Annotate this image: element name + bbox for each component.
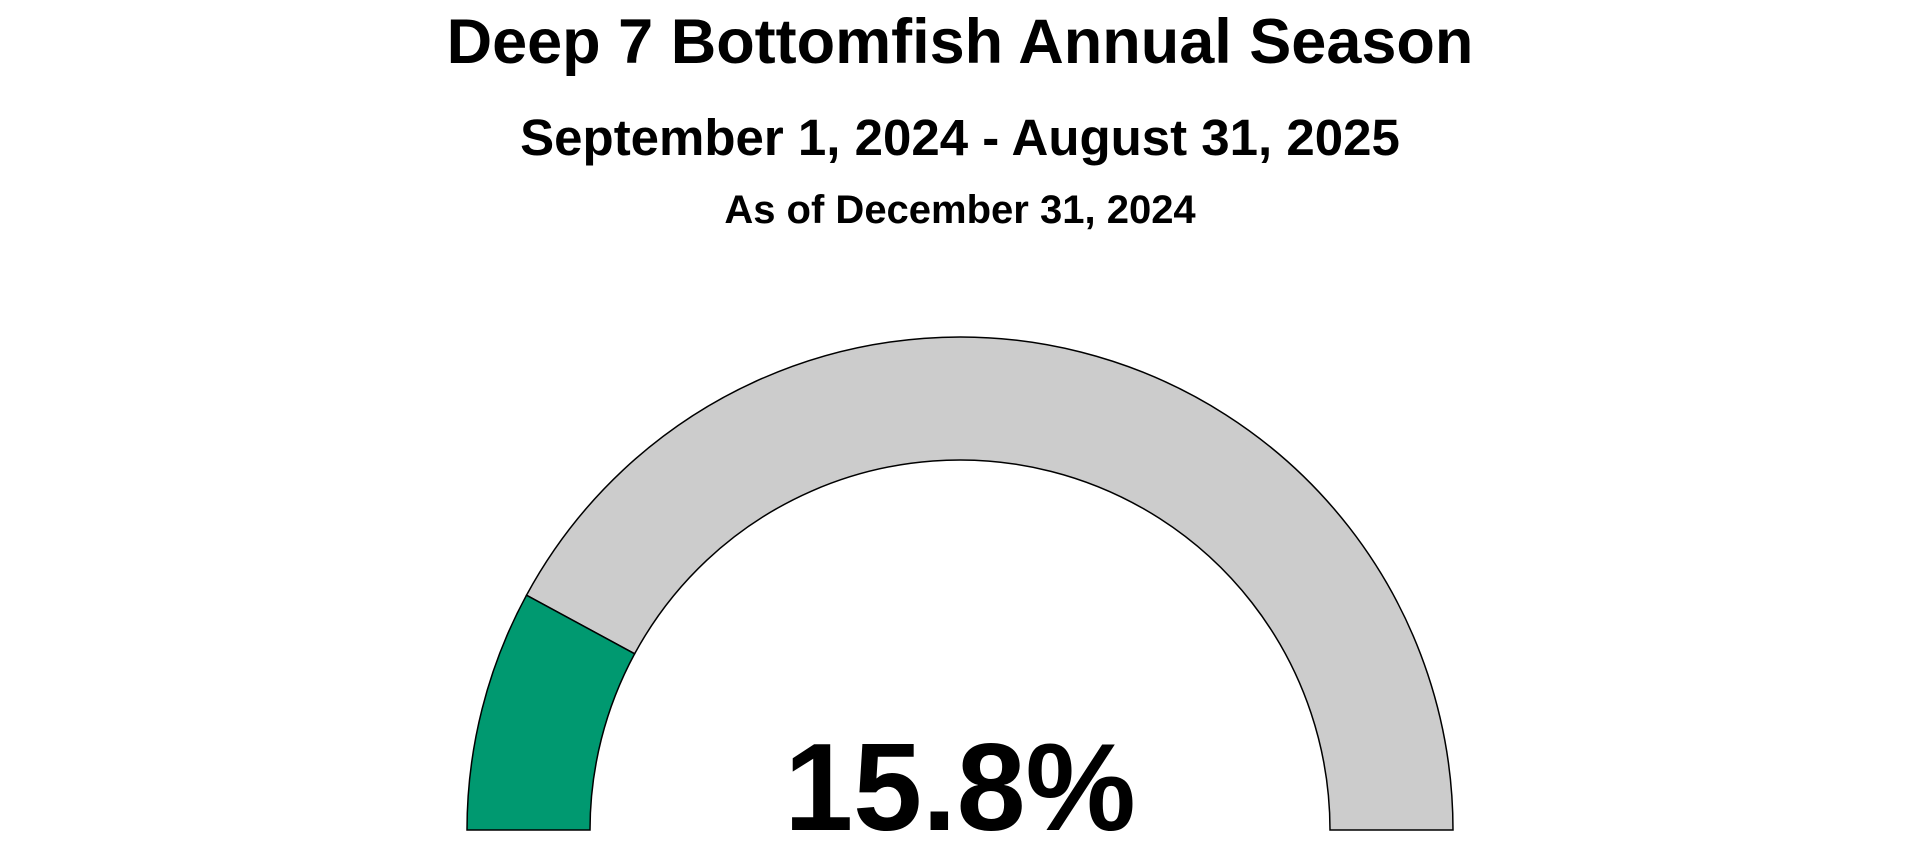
gauge-value-label: 15.8% <box>784 719 1136 857</box>
gauge-fill <box>466 594 636 831</box>
chart-title: Deep 7 Bottomfish Annual Season <box>446 7 1474 77</box>
gauge-track <box>525 336 1454 831</box>
as-of-date: As of December 31, 2024 <box>724 188 1196 232</box>
chart-subtitle: September 1, 2024 - August 31, 2025 <box>520 109 1400 166</box>
